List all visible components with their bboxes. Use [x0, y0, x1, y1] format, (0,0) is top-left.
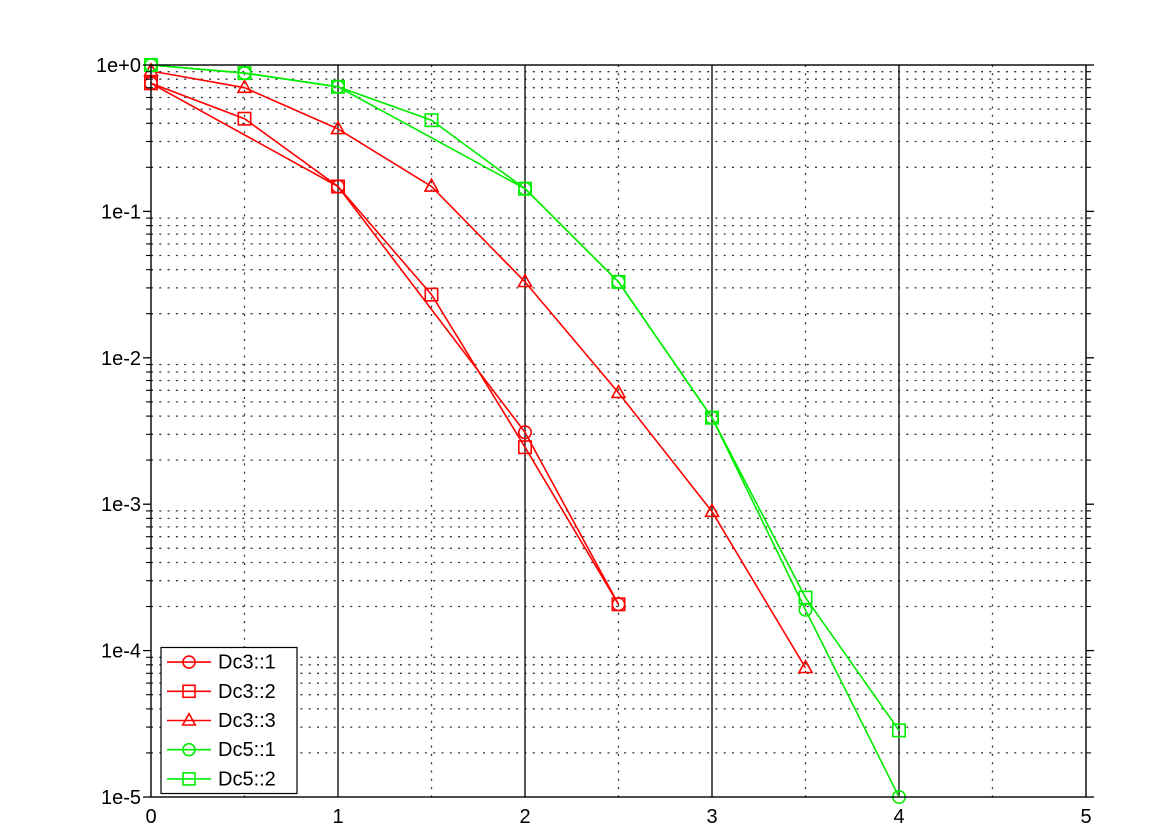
svg-text:1: 1 [332, 806, 343, 828]
svg-text:Dc3::3: Dc3::3 [218, 710, 276, 732]
svg-text:Dc3::1: Dc3::1 [218, 652, 276, 674]
svg-text:5: 5 [1080, 806, 1091, 828]
svg-text:0: 0 [145, 806, 156, 828]
svg-text:Dc3::2: Dc3::2 [218, 681, 276, 703]
svg-text:1e-1: 1e-1 [101, 201, 141, 223]
svg-text:3: 3 [706, 806, 717, 828]
svg-text:Dc5::1: Dc5::1 [218, 739, 276, 761]
svg-text:Dc5::2: Dc5::2 [218, 768, 276, 790]
svg-text:1e-2: 1e-2 [101, 348, 141, 370]
svg-text:4: 4 [893, 806, 904, 828]
svg-text:1e-3: 1e-3 [101, 494, 141, 516]
svg-text:2: 2 [519, 806, 530, 828]
svg-text:1e-5: 1e-5 [101, 787, 141, 809]
svg-text:1e-4: 1e-4 [101, 641, 141, 663]
svg-text:1e+0: 1e+0 [96, 55, 141, 77]
